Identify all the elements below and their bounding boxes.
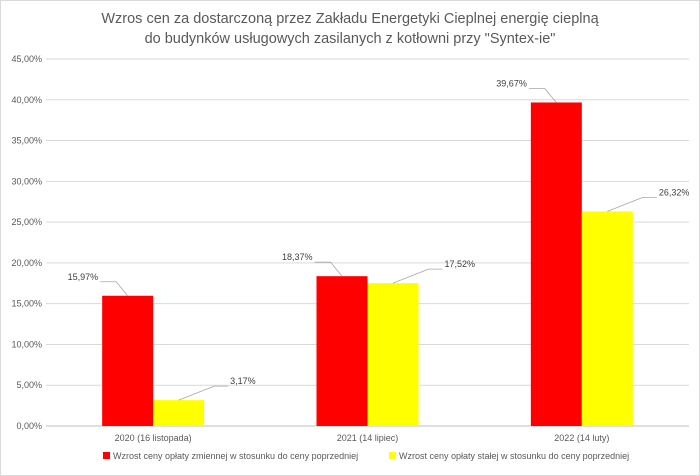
legend: Wzrost ceny opłaty zmiennej w stosunku d…: [103, 451, 629, 461]
y-axis-ticks: 0,00% 5,00% 10,00% 15,00% 20,00% 25,00% 30,00%…: [11, 54, 42, 431]
data-label: 18,37%: [282, 252, 313, 262]
chart-title-line-2: do budynków usługowych zasilanych z kotł…: [145, 31, 556, 47]
label-connector: [392, 268, 443, 284]
category-label: 2020 (16 listopada): [115, 433, 192, 443]
y-tick-label: 0,00%: [16, 421, 42, 431]
y-tick-label: 40,00%: [11, 95, 42, 105]
label-connector: [314, 261, 343, 277]
legend-label: Wzrost ceny opłaty stałej w stosunku do …: [399, 451, 629, 461]
y-tick-label: 15,00%: [11, 299, 42, 309]
bars: [102, 102, 633, 426]
legend-label: Wzrost ceny opłaty zmiennej w stosunku d…: [113, 451, 358, 461]
y-tick-label: 25,00%: [11, 217, 42, 227]
chart-title-line-1: Wzros cen za dostarczoną przez Zakładu E…: [101, 11, 599, 27]
y-tick-label: 30,00%: [11, 176, 42, 186]
category-label: 2021 (14 lipiec): [337, 433, 399, 443]
y-tick-label: 5,00%: [16, 380, 42, 390]
label-connector: [607, 196, 657, 212]
data-label: 26,32%: [659, 187, 690, 197]
x-axis-categories: 2020 (16 listopada) 2021 (14 lipiec) 2022 …: [115, 433, 610, 443]
bar: [367, 283, 419, 426]
data-label: 15,97%: [68, 272, 99, 282]
bar: [316, 276, 368, 426]
gridlines: [46, 58, 689, 427]
bar: [530, 102, 582, 426]
data-label-connectors: [100, 88, 657, 401]
y-tick-label: 45,00%: [11, 54, 42, 64]
data-labels: 15,97% 3,17% 18,37% 17,52% 39,67% 26,32%: [68, 78, 690, 386]
label-connector: [528, 88, 557, 103]
legend-swatch: [389, 452, 396, 459]
bar: [581, 211, 633, 426]
category-label: 2022 (14 luty): [554, 433, 609, 443]
chart-title: Wzros cen za dostarczoną przez Zakładu E…: [101, 11, 599, 47]
y-tick-label: 10,00%: [11, 339, 42, 349]
label-connector: [100, 281, 128, 297]
data-label: 39,67%: [496, 78, 527, 88]
data-label: 3,17%: [230, 376, 256, 386]
bar: [153, 400, 205, 426]
legend-swatch: [103, 452, 110, 459]
bar: [102, 295, 154, 426]
y-tick-label: 20,00%: [11, 258, 42, 268]
data-label: 17,52%: [445, 259, 476, 269]
y-tick-label: 35,00%: [11, 136, 42, 146]
label-connector: [178, 385, 229, 401]
